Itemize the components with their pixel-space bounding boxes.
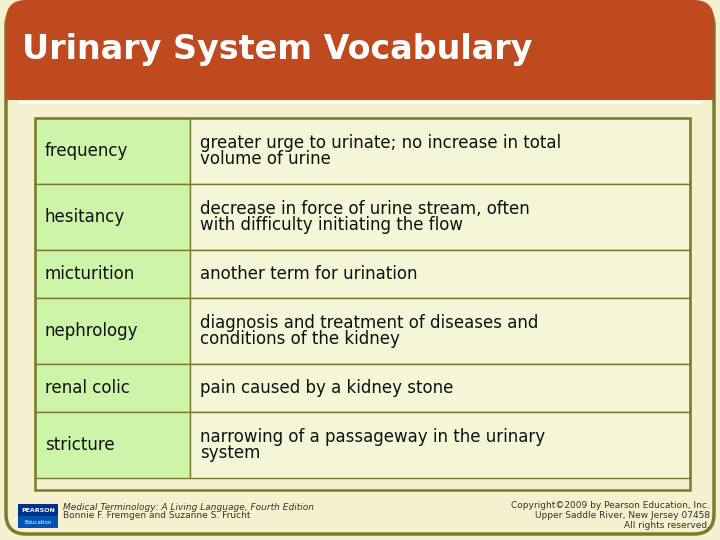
Bar [35, 184, 190, 250]
Text: diagnosis and treatment of diseases and: diagnosis and treatment of diseases and [200, 314, 539, 333]
FancyBboxPatch shape [6, 6, 714, 534]
Bar [35, 412, 190, 478]
Bar [190, 298, 690, 364]
Bar [190, 184, 690, 250]
Bar [18, 516, 58, 528]
Bar [35, 250, 190, 298]
Text: Education: Education [24, 519, 52, 524]
Text: conditions of the kidney: conditions of the kidney [200, 329, 400, 348]
Text: decrease in force of urine stream, often: decrease in force of urine stream, often [200, 200, 530, 219]
Text: frequency: frequency [45, 142, 128, 160]
Text: another term for urination: another term for urination [200, 265, 418, 283]
Text: Upper Saddle River, New Jersey 07458: Upper Saddle River, New Jersey 07458 [535, 511, 710, 521]
Bar [190, 364, 690, 412]
Text: volume of urine: volume of urine [200, 150, 331, 167]
Text: narrowing of a passageway in the urinary: narrowing of a passageway in the urinary [200, 429, 545, 447]
Bar [190, 412, 690, 478]
Bar [35, 364, 190, 412]
Text: hesitancy: hesitancy [45, 208, 125, 226]
Text: PEARSON: PEARSON [21, 508, 55, 512]
Text: Bonnie F. Fremgen and Suzanne S. Frucht: Bonnie F. Fremgen and Suzanne S. Frucht [63, 511, 251, 521]
Text: renal colic: renal colic [45, 379, 130, 397]
Text: Urinary System Vocabulary: Urinary System Vocabulary [22, 33, 532, 66]
Text: greater urge to urinate; no increase in total: greater urge to urinate; no increase in … [200, 134, 561, 152]
Text: Medical Terminology: A Living Language, Fourth Edition: Medical Terminology: A Living Language, … [63, 503, 314, 512]
Bar [35, 118, 690, 490]
Bar [35, 118, 190, 184]
Text: nephrology: nephrology [45, 322, 138, 340]
Bar [190, 250, 690, 298]
Text: All rights reserved.: All rights reserved. [624, 522, 710, 530]
Bar [18, 504, 58, 516]
Text: pain caused by a kidney stone: pain caused by a kidney stone [200, 379, 454, 397]
Text: stricture: stricture [45, 436, 114, 454]
Text: system: system [200, 443, 261, 462]
Bar [190, 118, 690, 184]
Text: Copyright©2009 by Pearson Education, Inc.: Copyright©2009 by Pearson Education, Inc… [511, 502, 710, 510]
Text: micturition: micturition [45, 265, 135, 283]
FancyBboxPatch shape [6, 0, 714, 100]
Text: with difficulty initiating the flow: with difficulty initiating the flow [200, 215, 463, 233]
Bar [6, 78, 714, 100]
Bar [35, 298, 190, 364]
